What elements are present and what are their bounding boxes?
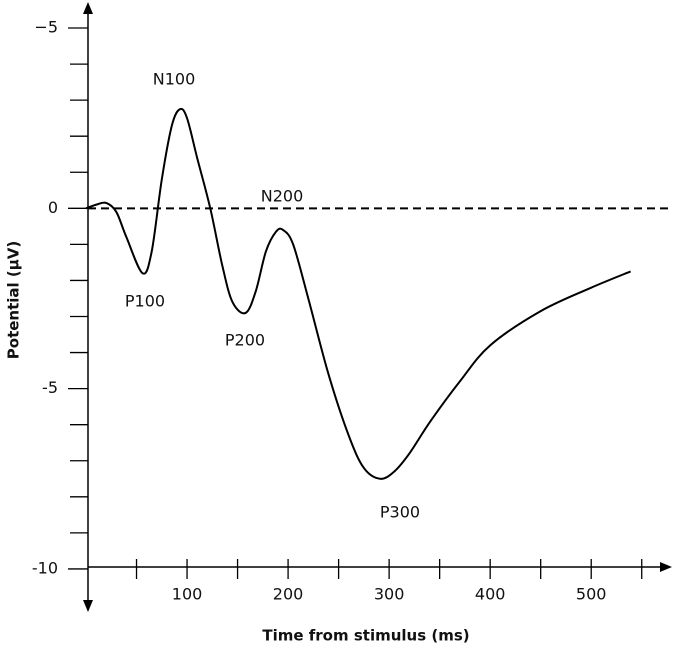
x-tick-label: 500 <box>576 585 607 604</box>
y-tick-label: −5 <box>34 18 58 37</box>
x-tick-label: 300 <box>374 585 405 604</box>
x-tick-label: 200 <box>273 585 304 604</box>
erp-line <box>85 107 631 480</box>
x-tick-label: 100 <box>172 585 203 604</box>
peak-label: N100 <box>153 70 196 89</box>
y-tick-label: -10 <box>32 558 58 577</box>
y-tick-label: -5 <box>42 378 58 397</box>
y-axis-label: Potential (μV) <box>5 241 23 359</box>
y-axis-arrow-top <box>83 2 93 14</box>
peak-label: P200 <box>225 331 265 350</box>
x-axis-label: Time from stimulus (ms) <box>262 627 469 645</box>
peak-label: P300 <box>380 503 420 522</box>
y-tick-label: 0 <box>48 198 58 217</box>
x-axis-arrow <box>660 562 672 572</box>
peak-label: N200 <box>261 187 304 206</box>
x-tick-label: 400 <box>475 585 506 604</box>
y-axis-arrow-bottom <box>83 600 93 612</box>
peak-label: P100 <box>125 292 165 311</box>
